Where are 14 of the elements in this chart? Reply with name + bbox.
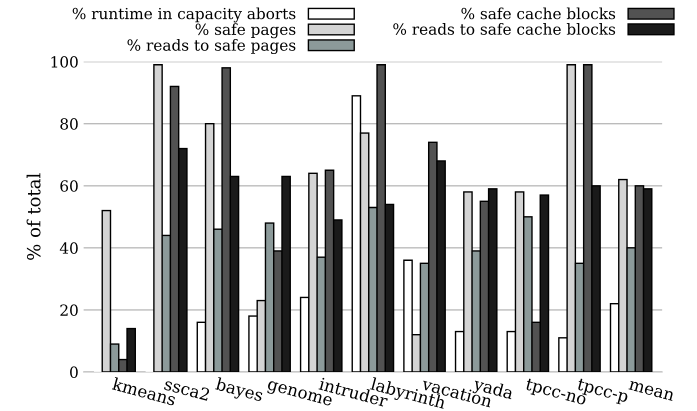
y-tick-label: 60 <box>60 180 78 192</box>
legend-label: % safe pages <box>196 23 296 38</box>
y-tick-label: 0 <box>70 366 78 378</box>
y-tick-label: 100 <box>51 56 78 68</box>
x-tick-label: mean <box>628 380 674 402</box>
legend-label: % reads to safe pages <box>127 39 296 54</box>
y-tick-label: 20 <box>60 304 78 316</box>
legend-label: % reads to safe cache blocks <box>393 23 616 35</box>
legend-label: % runtime in capacity aborts <box>72 7 296 22</box>
y-axis-title: % of total <box>26 173 41 260</box>
legend-label: % safe cache blocks <box>461 7 616 20</box>
y-tick-label: 40 <box>60 242 78 254</box>
x-tick-label: bayes <box>214 376 264 405</box>
y-tick-label: 80 <box>60 118 78 130</box>
